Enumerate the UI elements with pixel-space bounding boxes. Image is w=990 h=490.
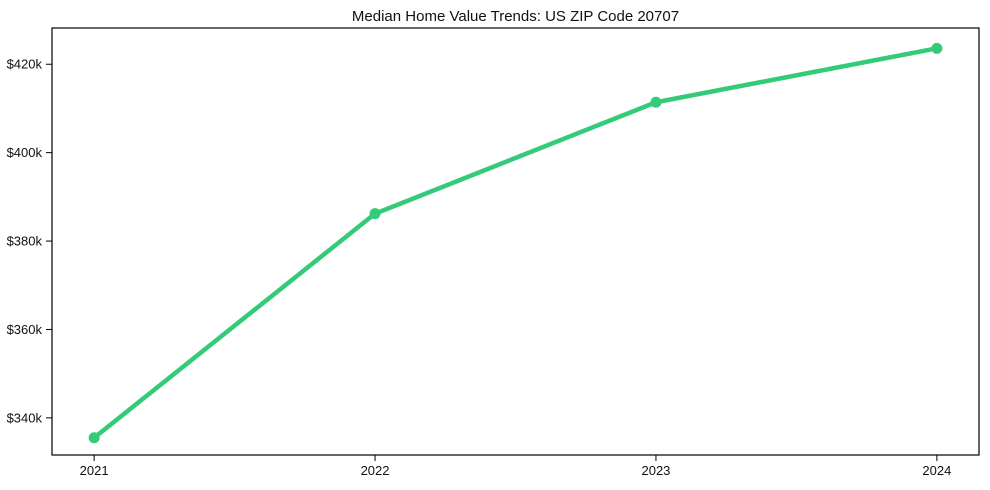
data-point-marker	[931, 42, 943, 54]
y-tick-label: $380k	[7, 234, 43, 249]
y-tick-label: $340k	[7, 410, 43, 425]
x-tick-label: 2022	[361, 463, 390, 478]
x-tick-label: 2021	[80, 463, 109, 478]
x-tick-label: 2024	[922, 463, 951, 478]
data-point-marker	[88, 432, 100, 444]
y-tick-label: $400k	[7, 145, 43, 160]
chart-title: Median Home Value Trends: US ZIP Code 20…	[352, 8, 679, 25]
data-point-marker	[369, 208, 381, 220]
y-tick-label: $420k	[7, 57, 43, 72]
x-tick-label: 2023	[641, 463, 670, 478]
data-point-marker	[650, 96, 662, 108]
y-tick-label: $360k	[7, 322, 43, 337]
trend-line	[91, 46, 940, 441]
plot-border	[51, 27, 980, 456]
